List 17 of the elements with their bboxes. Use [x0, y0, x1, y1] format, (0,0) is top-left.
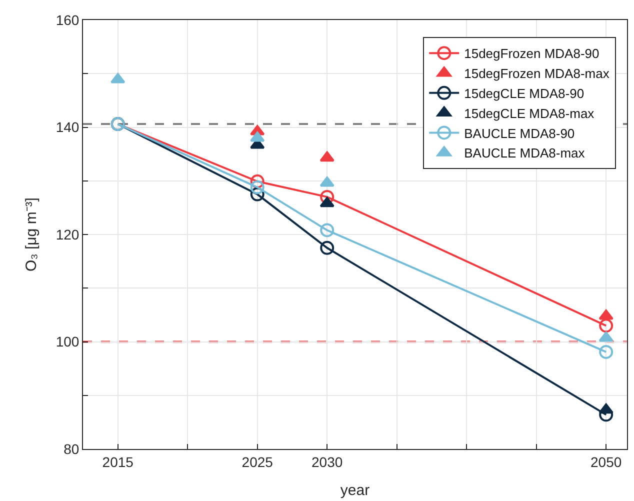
- legend-label: BAUCLE MDA8-90: [464, 126, 575, 141]
- y-tick-label: 160: [56, 12, 80, 28]
- y-tick-label: 100: [56, 334, 80, 350]
- legend-label: 15degCLE MDA8-max: [464, 106, 595, 121]
- y-axis-title: O₃ [μg m⁻³]: [23, 198, 40, 272]
- x-tick-label: 2030: [312, 454, 343, 470]
- legend-label: 15degFrozen MDA8-max: [464, 66, 610, 82]
- y-tick-label: 140: [56, 119, 80, 136]
- x-tick-label: 2025: [242, 454, 274, 470]
- legend-label: BAUCLE MDA8-max: [464, 146, 586, 161]
- x-tick-label: 2015: [102, 454, 134, 470]
- legend-label: 15degFrozen MDA8-90: [464, 46, 600, 62]
- y-tick-label: 80: [64, 440, 80, 457]
- x-axis-title: year: [340, 482, 370, 499]
- legend-label: 15degCLE MDA8-90: [464, 86, 584, 101]
- y-tick-label: 120: [56, 226, 80, 242]
- x-tick-label: 2050: [590, 454, 622, 470]
